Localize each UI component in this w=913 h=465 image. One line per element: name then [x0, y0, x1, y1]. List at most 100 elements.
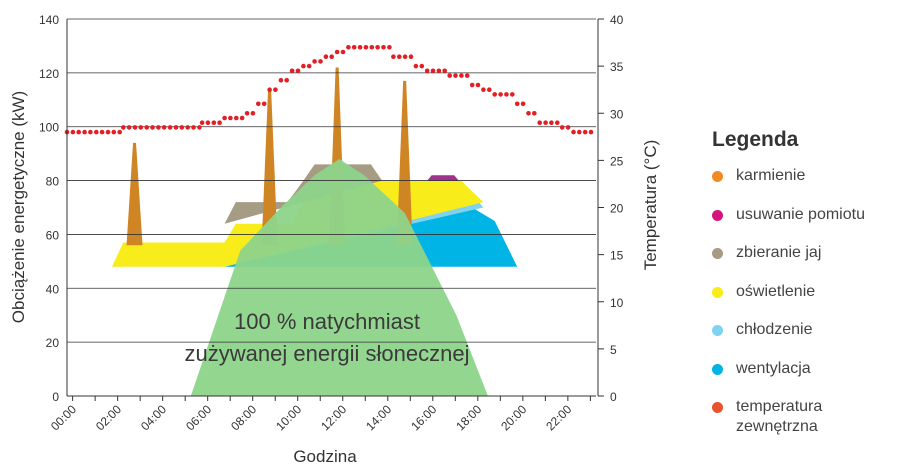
legend-temperatura-zewnetrzna: temperatura zewnętrzna [712, 397, 912, 436]
legend: Legenda karmienie usuwanie pomiotu zbieran… [712, 128, 912, 436]
temperature-dot [424, 68, 430, 74]
temperature-dot [239, 115, 245, 121]
temperature-dot [464, 73, 470, 78]
legend-swatch [712, 402, 723, 413]
temperature-dot [222, 115, 227, 121]
temperature-dot [387, 45, 392, 50]
temperature-dot [504, 92, 509, 97]
temperature-dot [161, 125, 167, 130]
temperature-dot [430, 68, 436, 74]
temperature-dot [228, 115, 233, 121]
temperature-dot [481, 87, 486, 92]
series-energia-sloneczna [190, 159, 488, 396]
x-axis-label: Godzina [293, 447, 357, 465]
temperature-dot [273, 87, 278, 92]
energy-load-chart: 0 20 40 60 80 100 120 140 0 5 10 15 20 25 30 35 40 00:00 0… [9, 13, 660, 465]
temperature-dot [267, 87, 272, 92]
temperature-dot [514, 101, 520, 107]
temperature-dot [498, 92, 503, 97]
temperature-dot [94, 129, 99, 135]
x-tick-label: 00:00 [48, 402, 79, 433]
legend-title: Legenda [712, 128, 799, 151]
temperature-dot [369, 45, 375, 50]
karmienie-spike-1 [126, 142, 143, 246]
temperature-dot [543, 120, 548, 125]
legend-label: zbieranie jaj [736, 244, 822, 261]
temperature-dot [492, 92, 498, 97]
temperature-dot [250, 111, 256, 116]
temperature-dot [289, 68, 295, 74]
temperature-dot [76, 129, 81, 135]
x-tick-label: 04:00 [138, 402, 169, 433]
temperature-dot [571, 129, 576, 135]
legend-swatch [712, 248, 723, 259]
temperature-dot [520, 101, 526, 107]
temperature-dot [459, 73, 464, 78]
temperature-dot [167, 125, 173, 130]
temperature-dot [199, 120, 205, 125]
temperature-dot [453, 73, 458, 78]
y2-tick-label: 25 [610, 154, 624, 168]
temperature-dot [487, 87, 492, 92]
temperature-dot [565, 125, 571, 130]
temperature-dot [82, 129, 87, 135]
karmienie-spike-2 [261, 89, 278, 246]
legend-items: karmienie usuwanie pomiotu zbieranie jaj oś… [712, 166, 912, 436]
y-tick-label: 0 [52, 390, 59, 404]
temperature-dot [261, 101, 267, 107]
legend-swatch [712, 286, 723, 298]
x-tick-label: 12:00 [318, 402, 349, 433]
temperature-dot [532, 111, 537, 116]
annotation-line-2: zużywanej energii słonecznej [185, 341, 470, 366]
x-tick-label: 18:00 [453, 402, 484, 433]
temperature-dot [436, 68, 442, 74]
legend-label: wentylacja [736, 359, 811, 377]
temperature-dot [318, 59, 323, 64]
temperature-dot [357, 45, 363, 50]
y-tick-label: 120 [39, 67, 59, 81]
x-tick-label: 10:00 [273, 402, 304, 433]
x-tick-label: 22:00 [543, 402, 574, 433]
legend-chlodzenie: chłodzenie [712, 320, 912, 359]
temperature-dot [549, 120, 554, 125]
legend-label: chłodzenie [736, 321, 813, 338]
temperature-dot [132, 125, 138, 130]
temperature-dot [312, 59, 317, 64]
y-tick-label: 80 [46, 175, 60, 189]
temperature-dot [150, 125, 155, 130]
temperature-dot [205, 120, 211, 125]
temperature-dot [126, 125, 132, 130]
temperature-dot [197, 125, 202, 130]
y2-tick-label: 35 [610, 60, 624, 74]
legend-swatch [712, 171, 723, 182]
temperature-dot [295, 68, 301, 74]
temperature-dot [88, 129, 93, 135]
temperature-dot [278, 78, 284, 83]
temperature-dot [144, 125, 149, 130]
temperature-dot [381, 45, 386, 50]
temperature-dot [555, 120, 560, 125]
temperature-dot [334, 49, 340, 55]
y2-tick-label: 5 [610, 343, 617, 357]
legend-label: oświetlenie [736, 282, 816, 300]
legend-oswietlenie: oświetlenie [712, 282, 912, 321]
temperature-dot [413, 63, 419, 69]
temperature-dot [255, 101, 261, 107]
temperature-dot [351, 45, 357, 50]
temperature-dot [156, 125, 161, 130]
annotation-line-1: 100 % natychmiast [234, 309, 420, 334]
temperature-dot [234, 115, 239, 121]
legend-label: temperatura zewnętrzna [736, 398, 823, 435]
temperature-dot [577, 129, 582, 135]
series-usuwanie-pomiotu [427, 175, 459, 181]
karmienie-spike-4 [396, 80, 413, 246]
temperature-dot [329, 54, 335, 59]
legend-swatch [712, 363, 723, 375]
temperature-dot [442, 68, 448, 74]
temperature-dot [475, 82, 481, 88]
temperature-series [64, 45, 594, 135]
temperature-dot [185, 125, 190, 130]
x-tick-label: 14:00 [363, 402, 394, 433]
temperature-dot [510, 92, 515, 97]
temperature-dot [323, 54, 329, 59]
